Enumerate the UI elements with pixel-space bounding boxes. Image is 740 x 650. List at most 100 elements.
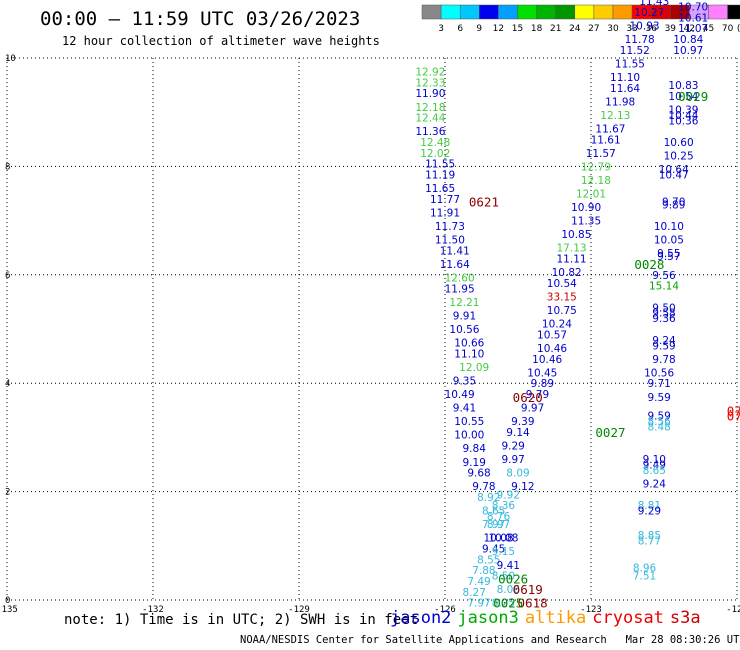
data-point-label: 8.27 bbox=[463, 587, 486, 599]
data-point-label: 8.97 bbox=[487, 519, 510, 531]
data-point-label: 10.39 bbox=[668, 104, 698, 116]
data-point-label: 10.54 bbox=[547, 278, 577, 290]
colorbar-label: 3 bbox=[438, 24, 444, 34]
data-point-label: 9.84 bbox=[463, 443, 487, 455]
colorbar-label: 12 bbox=[493, 24, 504, 34]
data-point-label: 11.36 bbox=[415, 126, 445, 138]
data-point-label: 10.47 bbox=[659, 170, 689, 182]
data-point-label: 9.97 bbox=[501, 454, 524, 466]
data-point-label: 9.49 bbox=[643, 460, 666, 472]
data-point-label: 10.85 bbox=[561, 229, 591, 241]
data-point-label: 8.65 bbox=[643, 465, 666, 477]
data-point-label: 12.33 bbox=[415, 77, 445, 89]
data-point-label: 10.55 bbox=[454, 416, 484, 428]
colorbar-label: 39 bbox=[665, 24, 677, 34]
data-point-label: 10.57 bbox=[537, 329, 567, 341]
colorbar-label: 33 bbox=[626, 24, 637, 34]
data-point-label: 9.58 bbox=[652, 308, 675, 320]
pass-time-label: 0029 bbox=[678, 89, 708, 104]
data-point-label: 11.57 bbox=[586, 148, 616, 160]
data-point-label: 12.01 bbox=[576, 189, 606, 201]
data-point-label: 9.24 bbox=[652, 335, 676, 347]
x-tick-label: -120 bbox=[726, 605, 740, 615]
data-point-label: 9.78 bbox=[652, 354, 675, 366]
pass-time-label: 0027 bbox=[595, 425, 625, 440]
data-point-label: 10.10 bbox=[654, 221, 684, 233]
data-point-label: 10.64 bbox=[659, 164, 689, 176]
data-point-label: 7.88 bbox=[472, 565, 495, 577]
colorbar-label: 45 bbox=[703, 24, 714, 34]
colorbar-label: 27 bbox=[588, 24, 599, 34]
data-point-label: 10.97 bbox=[673, 45, 703, 57]
data-point-label: 8.56 bbox=[647, 416, 671, 428]
data-point-label: 10.08 bbox=[484, 533, 514, 545]
pass-time-label: 0619 bbox=[513, 582, 543, 597]
pass-time-label: 0618 bbox=[518, 596, 548, 611]
data-point-label: 8.09 bbox=[506, 468, 529, 480]
colorbar-unit: (ft) bbox=[737, 24, 740, 34]
data-point-label: 10.82 bbox=[552, 267, 582, 279]
satellite-legend: jason2 jason3 altika cryosat s3a bbox=[390, 608, 707, 628]
colorbar-swatch bbox=[517, 4, 537, 20]
data-point-label: 7.49 bbox=[467, 576, 490, 588]
x-tick-label: -126 bbox=[434, 605, 456, 615]
legend-jason3: jason3 bbox=[457, 608, 519, 628]
data-point-label: 9.91 bbox=[453, 310, 476, 322]
data-point-label: 10.54 bbox=[668, 91, 698, 103]
chart-title: 00:00 – 11:59 UTC 03/26/2023 bbox=[40, 8, 361, 30]
data-point-label: 12.09 bbox=[459, 362, 489, 374]
data-point-label: 9.57 bbox=[657, 251, 680, 263]
data-point-label: 11.11 bbox=[557, 254, 587, 266]
data-point-label: 11.50 bbox=[435, 235, 465, 247]
data-point-label: 11.43 bbox=[639, 0, 669, 8]
data-point-label: 9.19 bbox=[463, 457, 486, 469]
pass-time-label: 0621 bbox=[469, 195, 499, 210]
data-point-label: 8.36 bbox=[492, 500, 516, 512]
data-point-label: 12.79 bbox=[581, 161, 611, 173]
data-point-label: 11.90 bbox=[415, 88, 445, 100]
data-point-label: 9.59 bbox=[652, 340, 675, 352]
data-point-label: 9.71 bbox=[647, 378, 670, 390]
pass-time-label: 0620 bbox=[513, 390, 543, 405]
y-tick-label: 2 bbox=[5, 488, 10, 498]
y-tick-label: 6 bbox=[5, 271, 10, 281]
footnote: note: 1) Time is in UTC; 2) SWH is in fe… bbox=[64, 612, 419, 628]
data-point-label: 10.45 bbox=[527, 367, 557, 379]
x-tick-label: -123 bbox=[580, 605, 602, 615]
data-point-label: 11.35 bbox=[571, 216, 601, 228]
data-point-label: 9.35 bbox=[453, 375, 476, 387]
data-point-label: 10.66 bbox=[454, 338, 484, 350]
data-point-label: 9.15 bbox=[492, 546, 515, 558]
pass-time-label: 0028 bbox=[634, 257, 664, 272]
colorbar-swatch bbox=[459, 4, 480, 20]
x-tick-label: -135 bbox=[0, 605, 18, 615]
data-point-label: 8.77 bbox=[638, 535, 661, 547]
data-point-label: 8.65 bbox=[482, 506, 505, 518]
data-point-label: 11.64 bbox=[440, 259, 470, 271]
pass-time-label: 0025 bbox=[493, 596, 523, 611]
data-point-label: 9.89 bbox=[531, 378, 554, 390]
data-point-label: 9.92 bbox=[497, 489, 520, 501]
data-point-label: 10.24 bbox=[542, 319, 572, 331]
data-point-label: 10.83 bbox=[668, 80, 698, 92]
colorbar-label: 70 bbox=[722, 24, 734, 34]
data-point-label: 9.78 bbox=[472, 481, 495, 493]
colorbar-label: 21 bbox=[550, 24, 561, 34]
data-point-label: 8.50 bbox=[492, 571, 515, 583]
data-point-label: 11.73 bbox=[435, 221, 465, 233]
data-point-label: 17.13 bbox=[557, 243, 587, 255]
data-point-label: 12.18 bbox=[581, 175, 611, 187]
data-point-label: 8.92 bbox=[477, 492, 500, 504]
data-point-label: 11.10 bbox=[454, 348, 484, 360]
data-point-label: 11.19 bbox=[425, 170, 455, 182]
data-point-label: 11.64 bbox=[610, 83, 640, 95]
data-point-label: 11.41 bbox=[440, 245, 470, 257]
data-point-label: 10.08 bbox=[488, 533, 518, 545]
data-point-label: 11.52 bbox=[620, 45, 650, 57]
x-tick-label: -129 bbox=[288, 605, 310, 615]
y-tick-label: 10 bbox=[5, 54, 16, 64]
data-point-label: 8.85 bbox=[638, 530, 661, 542]
colorbar-swatch bbox=[421, 4, 442, 20]
chart-subtitle: 12 hour collection of altimeter wave hei… bbox=[62, 34, 380, 48]
